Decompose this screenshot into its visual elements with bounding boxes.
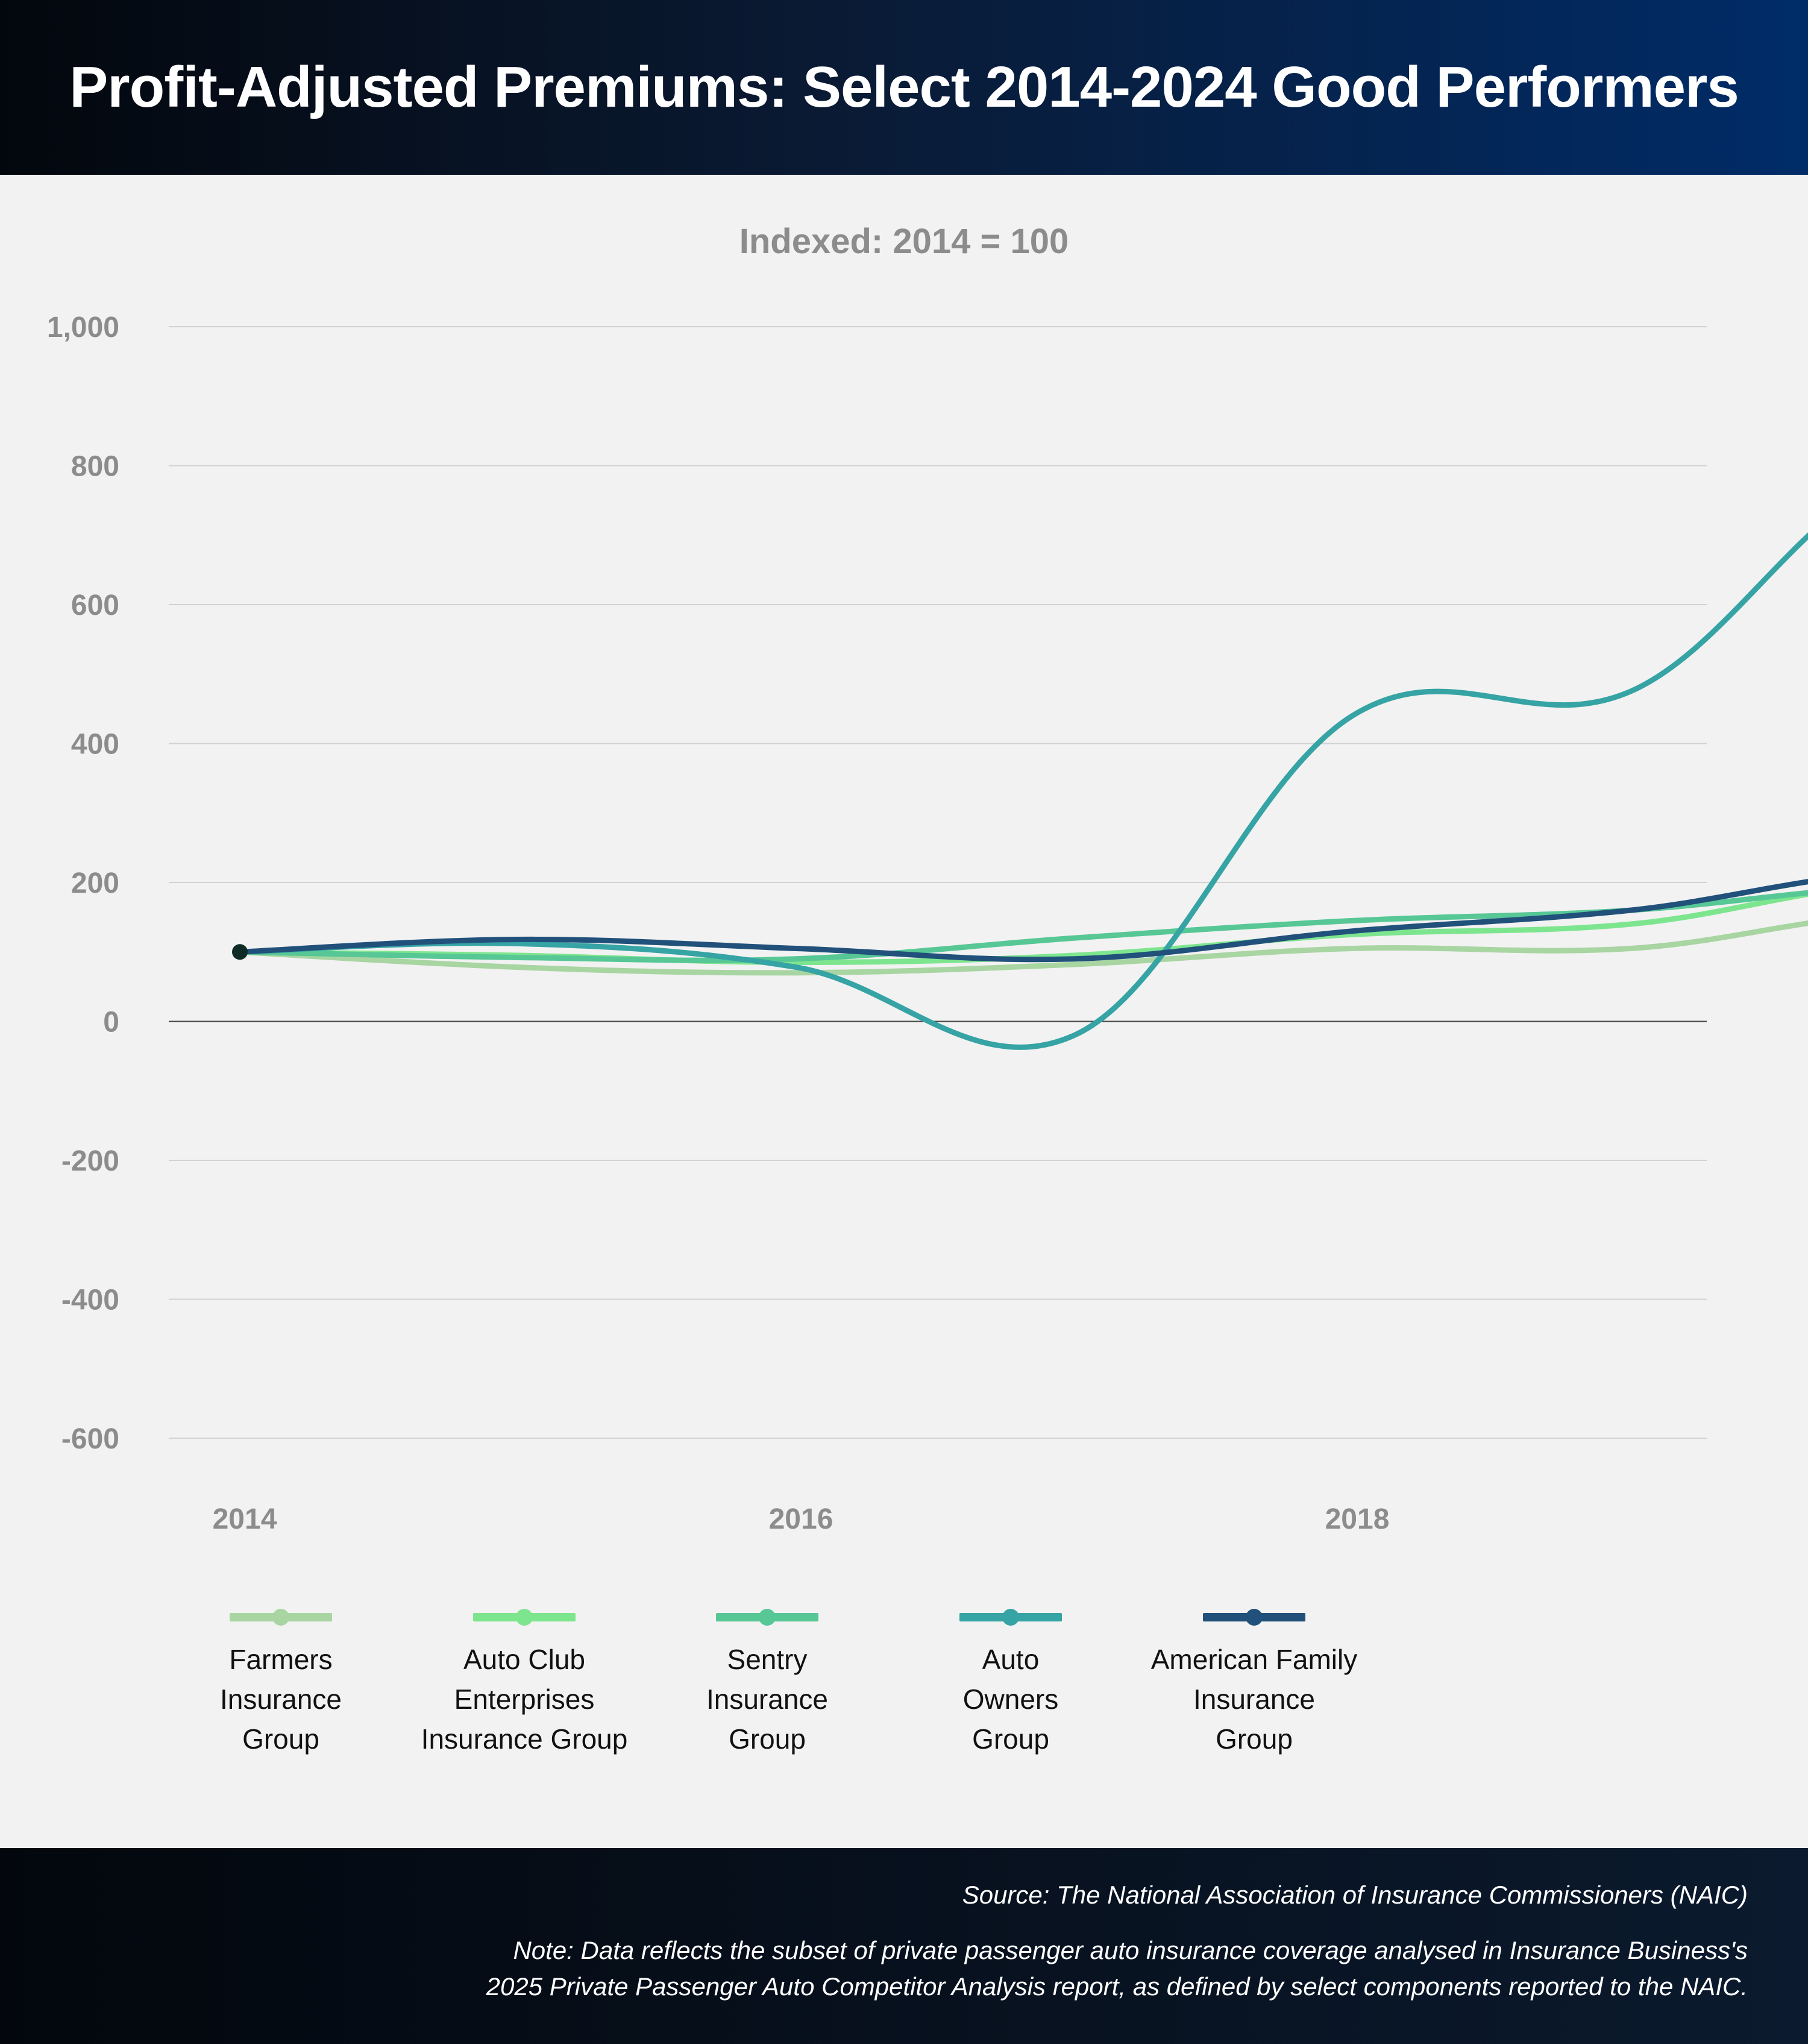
x-tick-label: 2016 <box>769 1503 833 1535</box>
title-banner: Profit-Adjusted Premiums: Select 2014-20… <box>0 0 1808 175</box>
x-tick-label: 2018 <box>1325 1503 1390 1535</box>
series-line-0 <box>237 920 1808 976</box>
series-line-1 <box>237 891 1808 966</box>
legend-item: Farmers Insurance Group <box>166 1597 395 1759</box>
y-tick-label: -600 <box>61 1423 119 1455</box>
legend-item: Auto Owners Group <box>896 1597 1125 1759</box>
legend-label: American Family Insurance Group <box>1150 1644 1358 1755</box>
series-start-point <box>232 944 248 960</box>
legend: Farmers Insurance Group Auto Club Enterpr… <box>0 1597 1808 1778</box>
footer: Source: The National Association of Insu… <box>0 1848 1808 2044</box>
legend-item: American Family Insurance Group <box>1140 1597 1369 1759</box>
legend-marker <box>1246 1609 1263 1626</box>
legend-marker <box>1002 1609 1019 1626</box>
legend-label: Farmers Insurance Group <box>219 1644 342 1755</box>
y-tick-label: 600 <box>71 590 119 621</box>
legend-label: Auto Club Enterprises Insurance Group <box>421 1644 628 1755</box>
legend-swatch <box>896 1597 1125 1634</box>
source-note: Source: The National Association of Insu… <box>962 1881 1748 1909</box>
y-tick-label: -400 <box>61 1285 119 1316</box>
y-tick-label: 200 <box>71 867 119 899</box>
legend-swatch <box>653 1597 882 1634</box>
chart-subtitle: Indexed: 2014 = 100 <box>739 222 1069 261</box>
legend-item: Sentry Insurance Group <box>653 1597 882 1759</box>
y-tick-label: -200 <box>61 1145 119 1177</box>
legend-marker <box>759 1609 776 1626</box>
legend-item: Auto Club Enterprises Insurance Group <box>410 1597 639 1759</box>
series-line-3 <box>237 532 1808 1050</box>
legend-marker <box>516 1609 533 1626</box>
y-tick-label: 0 <box>103 1007 119 1039</box>
legend-label: Auto Owners Group <box>962 1644 1059 1755</box>
legend-swatch <box>410 1597 639 1634</box>
legend-swatch <box>166 1597 395 1634</box>
x-tick-label: 2014 <box>213 1503 277 1535</box>
y-tick-label: 400 <box>71 729 119 761</box>
legend-swatch <box>1140 1597 1369 1634</box>
y-tick-label: 800 <box>71 451 119 483</box>
series-line-4 <box>237 879 1808 963</box>
note-line-2: 2025 Private Passenger Auto Competitor A… <box>486 1972 1748 2001</box>
legend-label: Sentry Insurance Group <box>706 1644 828 1755</box>
note-line-1: Note: Data reflects the subset of privat… <box>513 1936 1748 1964</box>
line-chart: Indexed: 2014 = 100 1,000 800 600 400 200 0 -20… <box>47 222 1808 1535</box>
y-tick-label: 1,000 <box>47 312 119 344</box>
legend-marker <box>272 1609 289 1626</box>
chart-title: Profit-Adjusted Premiums: Select 2014-20… <box>69 55 1739 119</box>
